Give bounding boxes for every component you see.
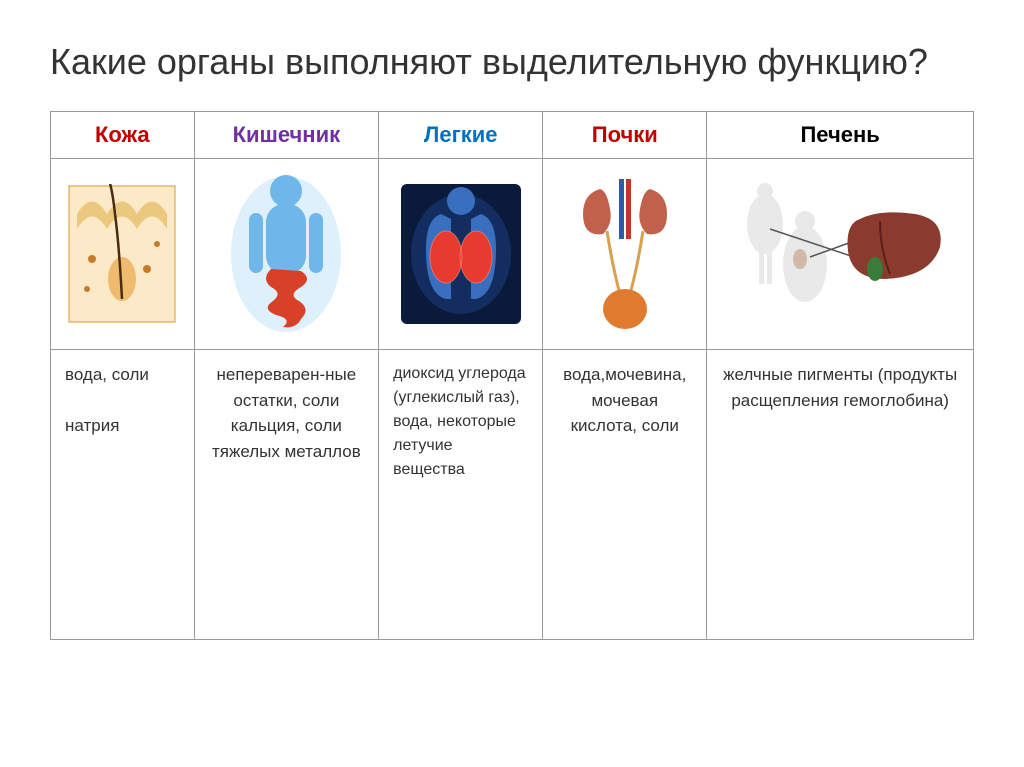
col-header-lungs: Легкие bbox=[379, 112, 543, 159]
table-image-row bbox=[51, 159, 974, 350]
col-header-intestine: Кишечник bbox=[194, 112, 379, 159]
img-cell-intestine bbox=[194, 159, 379, 350]
img-cell-liver bbox=[707, 159, 974, 350]
liver-icon bbox=[730, 179, 950, 329]
col-header-kidneys: Почки bbox=[543, 112, 707, 159]
desc-cell-kidneys: вода,мочевина, мочевая кислота, соли bbox=[543, 350, 707, 640]
skin-icon bbox=[67, 184, 177, 324]
col-header-skin: Кожа bbox=[51, 112, 195, 159]
img-cell-skin bbox=[51, 159, 195, 350]
table-header-row: Кожа Кишечник Легкие Почки Печень bbox=[51, 112, 974, 159]
organs-table: Кожа Кишечник Легкие Почки Печень bbox=[50, 111, 974, 640]
img-cell-kidneys bbox=[543, 159, 707, 350]
kidneys-icon bbox=[565, 169, 685, 339]
col-header-liver: Печень bbox=[707, 112, 974, 159]
desc-cell-skin: вода, соли натрия bbox=[51, 350, 195, 640]
desc-cell-liver: желчные пигменты (продукты расщепления г… bbox=[707, 350, 974, 640]
table-desc-row: вода, соли натрия непереварен-ные остатк… bbox=[51, 350, 974, 640]
lungs-icon bbox=[396, 179, 526, 329]
desc-cell-lungs: диоксид углерода (углекислый газ), вода,… bbox=[379, 350, 543, 640]
desc-cell-intestine: непереварен-ные остатки, соли кальция, с… bbox=[194, 350, 379, 640]
intestine-icon bbox=[221, 169, 351, 339]
img-cell-lungs bbox=[379, 159, 543, 350]
page-title: Какие органы выполняют выделительную фун… bbox=[50, 40, 974, 83]
